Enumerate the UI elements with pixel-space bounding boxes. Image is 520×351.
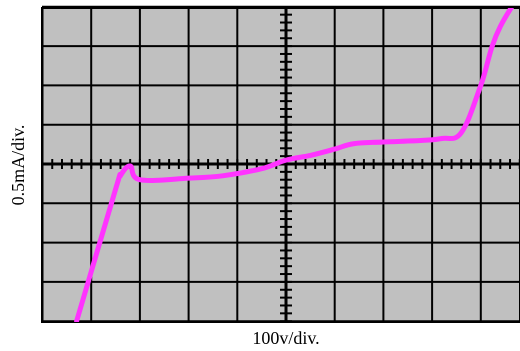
trace-line (74, 8, 514, 322)
y-axis-label: 0.5mA/div. (8, 125, 28, 206)
x-axis-label: 100v/div. (252, 328, 319, 348)
